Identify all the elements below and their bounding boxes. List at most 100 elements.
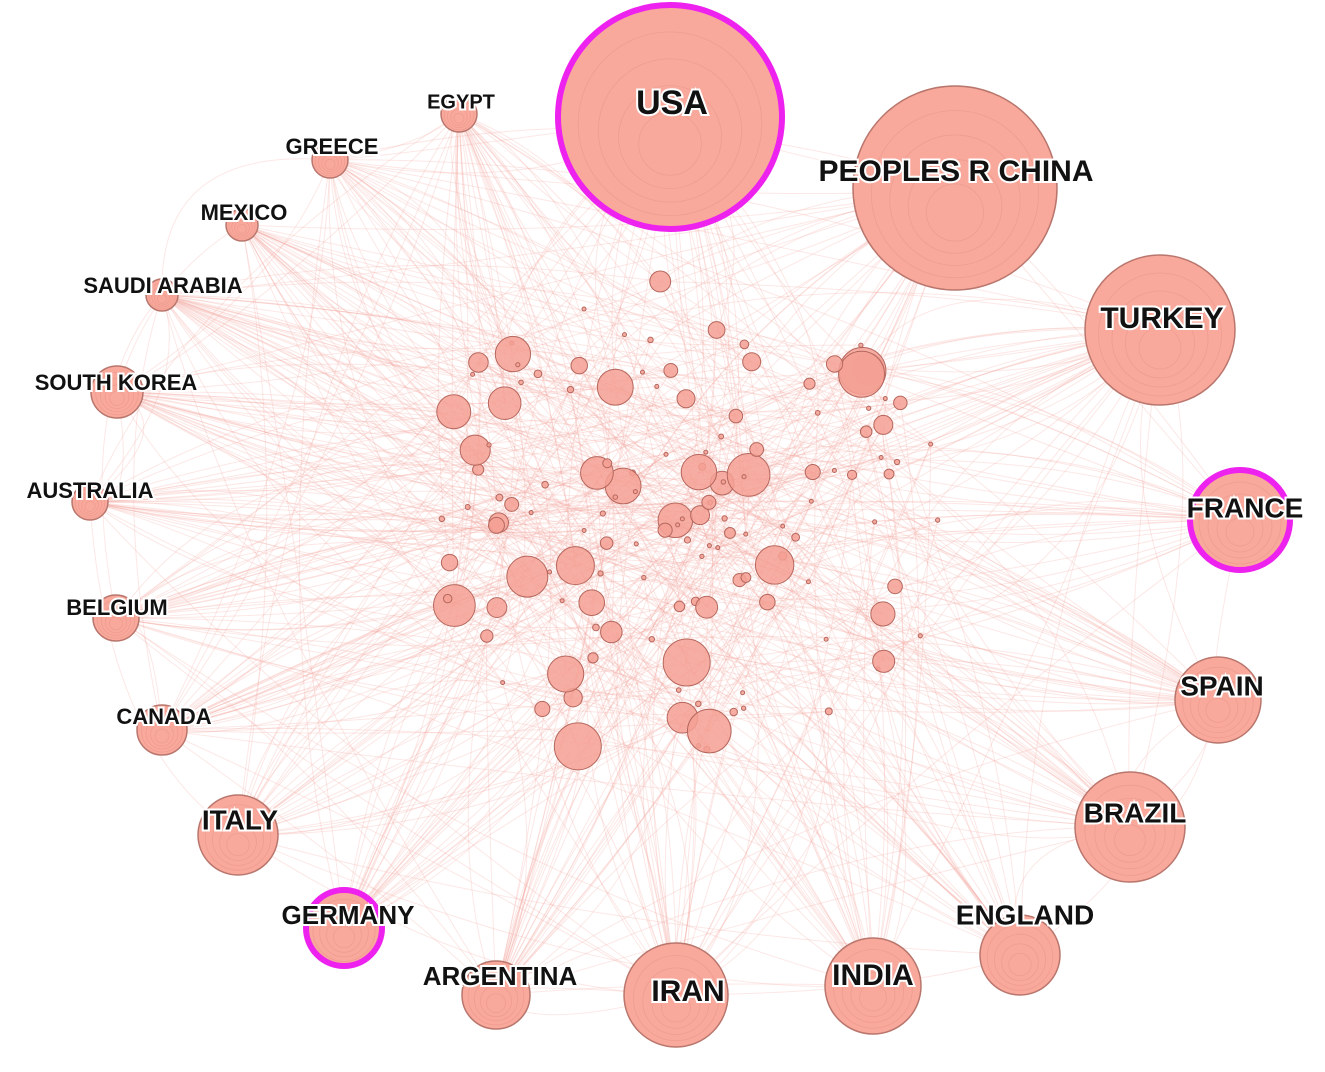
- minor-node: [883, 468, 895, 480]
- edge: [161, 294, 563, 601]
- node-ring: [450, 108, 468, 126]
- node-label: PEOPLES R CHINA: [818, 155, 1093, 188]
- edge: [161, 294, 1241, 521]
- edge: [502, 682, 1021, 956]
- edge: [562, 600, 1131, 828]
- edge: [329, 159, 532, 513]
- edge: [241, 224, 938, 521]
- edge: [115, 373, 473, 619]
- edge: [161, 472, 598, 731]
- edge: [865, 431, 1021, 956]
- node-ring: [1084, 784, 1176, 876]
- node-ring: [237, 223, 247, 234]
- minor-node: [515, 362, 521, 368]
- node-ring: [312, 898, 376, 962]
- edge: [161, 294, 616, 394]
- node-ring: [1001, 943, 1039, 981]
- edge: [643, 519, 1241, 601]
- edge: [115, 374, 473, 619]
- node-ring: [597, 58, 743, 203]
- minor-node: [873, 414, 894, 435]
- edge: [495, 383, 811, 996]
- node-ring: [1098, 272, 1222, 397]
- minor-node: [893, 395, 908, 411]
- edge: [495, 682, 528, 996]
- minor-node: [825, 355, 844, 373]
- edge: [343, 581, 809, 929]
- minor-node: [699, 553, 705, 560]
- edge: [241, 224, 550, 573]
- node-ring: [651, 980, 701, 1029]
- node-ring: [105, 611, 127, 634]
- minor-node: [743, 531, 749, 537]
- edge: [161, 334, 625, 731]
- edge: [834, 363, 886, 987]
- minor-node: [553, 722, 602, 771]
- minor-node: [928, 441, 934, 447]
- minor-node: [581, 306, 587, 312]
- edge: [495, 543, 608, 996]
- edge: [116, 391, 633, 474]
- edge: [600, 572, 1021, 956]
- edge: [343, 601, 768, 929]
- country-node: [555, 2, 785, 232]
- edge: [116, 391, 768, 603]
- edge: [237, 524, 678, 836]
- node-label: ARGENTINA: [423, 961, 578, 991]
- edge: [453, 113, 481, 606]
- edge: [161, 294, 603, 514]
- edge: [116, 391, 711, 505]
- edge: [717, 329, 1161, 548]
- minor-node: [703, 449, 709, 455]
- minor-node: [878, 454, 884, 461]
- edge: [675, 329, 1161, 521]
- edge: [241, 224, 574, 698]
- node-label: ENGLAND: [956, 899, 1094, 930]
- edge: [343, 364, 519, 929]
- edge: [89, 294, 170, 503]
- minor-node: [654, 383, 660, 389]
- edge: [343, 530, 585, 929]
- minor-node: [676, 389, 696, 409]
- edge: [851, 474, 1021, 956]
- minor-node: [715, 545, 721, 551]
- edge: [161, 491, 636, 731]
- edge: [745, 577, 1021, 956]
- country-node: [1074, 771, 1186, 883]
- node-ring: [74, 487, 106, 519]
- edge: [329, 159, 884, 615]
- minor-node: [596, 368, 634, 406]
- edge: [615, 386, 1219, 701]
- minor-node: [740, 705, 747, 711]
- node-ring: [1205, 697, 1231, 723]
- edge: [116, 391, 500, 498]
- country-node: [979, 914, 1061, 996]
- edge: [458, 113, 608, 464]
- edge: [495, 436, 722, 996]
- edge: [766, 601, 874, 987]
- minor-node: [480, 629, 494, 643]
- edge: [329, 159, 898, 463]
- minor-node: [695, 700, 702, 708]
- edge: [635, 543, 1021, 956]
- edge: [573, 519, 1241, 699]
- edge: [716, 329, 1219, 701]
- minor-node: [824, 707, 833, 716]
- edge: [458, 113, 576, 566]
- minor-node: [759, 593, 776, 611]
- minor-node: [675, 522, 681, 528]
- edge: [241, 224, 869, 370]
- edge: [161, 729, 677, 996]
- minor-node: [686, 708, 732, 754]
- minor-node: [470, 371, 476, 377]
- minor-node: [742, 352, 762, 372]
- edge: [89, 501, 1219, 701]
- minor-node: [866, 405, 872, 411]
- minor-node: [741, 474, 747, 480]
- node-ring: [1125, 308, 1195, 379]
- edge: [161, 294, 576, 566]
- node-ring: [228, 212, 256, 240]
- edge: [161, 370, 863, 731]
- minor-node: [726, 453, 771, 497]
- edge: [495, 472, 634, 996]
